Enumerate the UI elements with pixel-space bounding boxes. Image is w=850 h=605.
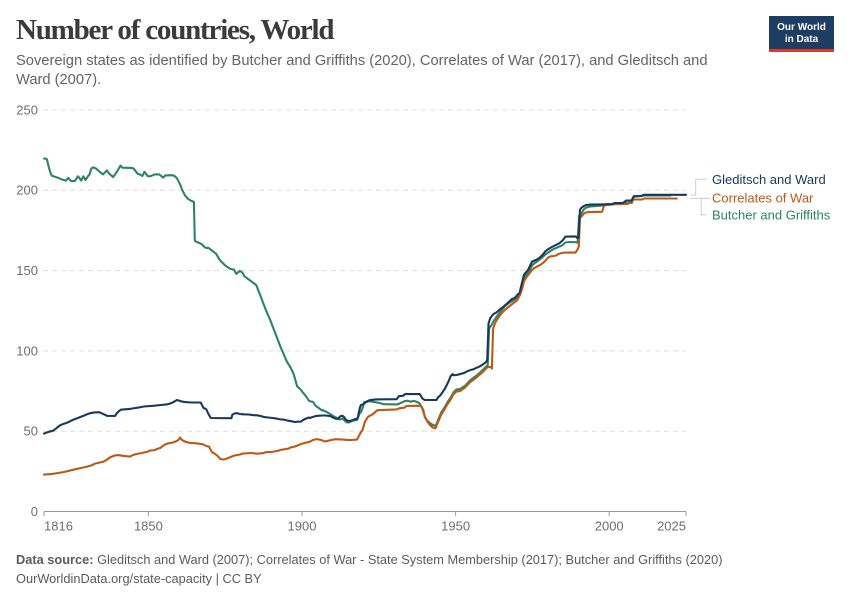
svg-text:1950: 1950 <box>441 519 470 534</box>
svg-text:Butcher and Griffiths: Butcher and Griffiths <box>712 208 831 223</box>
svg-text:50: 50 <box>24 424 38 439</box>
svg-text:Correlates of War: Correlates of War <box>712 191 814 206</box>
svg-text:2000: 2000 <box>595 519 624 534</box>
svg-text:1850: 1850 <box>134 519 163 534</box>
svg-text:1816: 1816 <box>44 519 73 534</box>
svg-text:0: 0 <box>31 504 38 519</box>
svg-text:2025: 2025 <box>657 519 686 534</box>
svg-text:200: 200 <box>16 183 38 198</box>
svg-text:1900: 1900 <box>288 519 317 534</box>
svg-text:Gleditsch and Ward: Gleditsch and Ward <box>712 172 826 187</box>
svg-text:150: 150 <box>16 263 38 278</box>
svg-text:100: 100 <box>16 343 38 358</box>
svg-text:250: 250 <box>16 102 38 117</box>
